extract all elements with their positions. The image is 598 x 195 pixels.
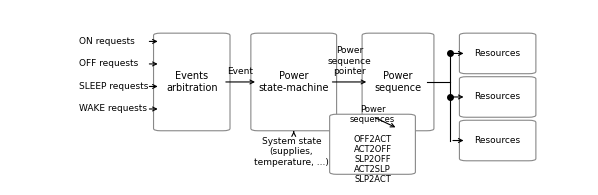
Text: System state
(supplies,
temperature, ...): System state (supplies, temperature, ...… bbox=[254, 137, 329, 167]
Text: Power
sequences

OFF2ACT
ACT2OFF
SLP2OFF
ACT2SLP
SLP2ACT: Power sequences OFF2ACT ACT2OFF SLP2OFF … bbox=[350, 105, 395, 184]
FancyBboxPatch shape bbox=[459, 33, 536, 74]
Text: Event: Event bbox=[227, 67, 254, 76]
FancyBboxPatch shape bbox=[459, 77, 536, 117]
Text: Power
sequence
pointer: Power sequence pointer bbox=[328, 46, 371, 76]
Text: Resources: Resources bbox=[475, 136, 521, 145]
Text: WAKE requests: WAKE requests bbox=[80, 105, 147, 113]
Text: Power
state-machine: Power state-machine bbox=[258, 71, 329, 93]
Text: SLEEP requests: SLEEP requests bbox=[80, 82, 149, 91]
FancyBboxPatch shape bbox=[329, 114, 416, 174]
Text: Power
sequence: Power sequence bbox=[374, 71, 422, 93]
FancyBboxPatch shape bbox=[251, 33, 337, 131]
Text: Resources: Resources bbox=[475, 49, 521, 58]
FancyBboxPatch shape bbox=[459, 120, 536, 161]
Text: ON requests: ON requests bbox=[80, 37, 135, 46]
Text: Resources: Resources bbox=[475, 92, 521, 101]
FancyBboxPatch shape bbox=[154, 33, 230, 131]
Text: Events
arbitration: Events arbitration bbox=[166, 71, 218, 93]
FancyBboxPatch shape bbox=[362, 33, 434, 131]
Text: OFF requests: OFF requests bbox=[80, 59, 139, 68]
